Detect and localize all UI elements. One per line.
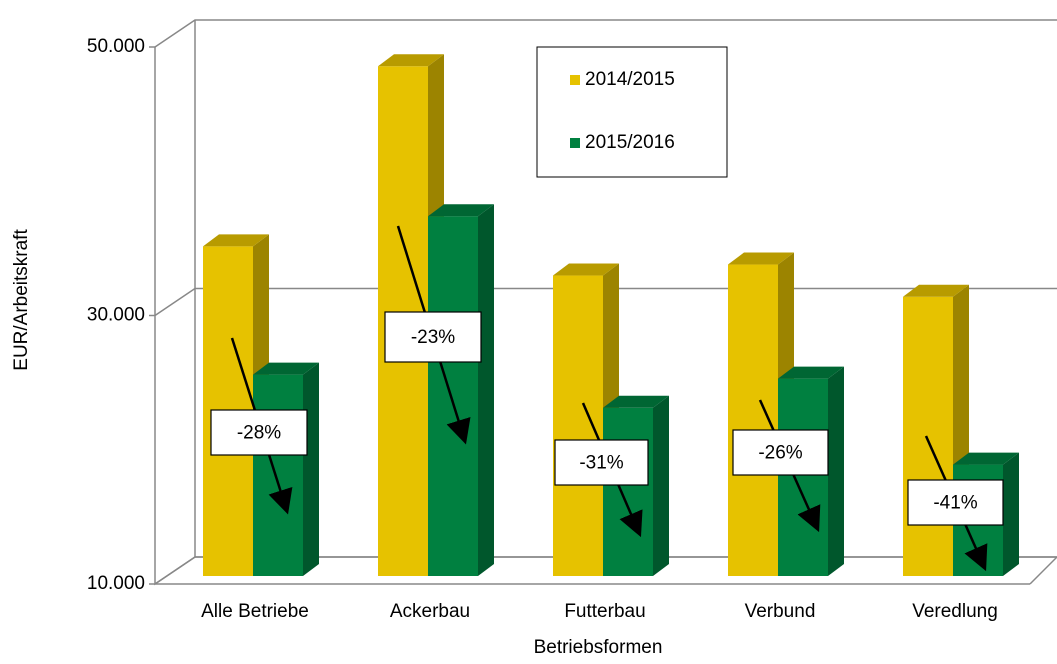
bar-side <box>303 362 319 576</box>
legend-label: 2015/2016 <box>585 132 675 153</box>
legend-swatch <box>570 138 580 148</box>
annotation-box <box>554 439 649 486</box>
bar-front <box>778 378 828 576</box>
x-axis-label: Betriebsformen <box>534 637 663 658</box>
bar-front <box>728 264 778 576</box>
bar <box>778 366 844 576</box>
x-tick-label: Verbund <box>745 601 816 622</box>
bar-top <box>953 452 1019 465</box>
legend-box <box>536 46 728 178</box>
y-tick-label: 30.000 <box>87 305 145 326</box>
annotation-box <box>384 311 482 363</box>
floor-edge <box>1029 556 1057 585</box>
annotation: -41% <box>933 493 977 514</box>
bar-top <box>428 204 494 217</box>
bar-front <box>903 296 953 576</box>
bar-side <box>1003 452 1019 576</box>
bar <box>428 204 494 576</box>
annotation-box <box>732 429 829 476</box>
bar <box>603 395 669 576</box>
x-tick-label: Alle Betriebe <box>201 601 309 622</box>
bar-front <box>253 374 303 576</box>
bar-front <box>428 216 478 576</box>
bar-top <box>553 263 619 276</box>
annotation: -26% <box>758 443 802 464</box>
bar-top <box>378 54 444 67</box>
x-tick-label: Futterbau <box>564 601 645 622</box>
annotation: -23% <box>411 327 455 348</box>
bar-top <box>203 234 269 247</box>
legend-label: 2014/2015 <box>585 69 675 90</box>
bar-top <box>903 284 969 297</box>
bar-top <box>728 252 794 265</box>
annotation-box <box>210 409 308 456</box>
bar-side <box>828 366 844 576</box>
annotation: -31% <box>579 453 623 474</box>
grid-line <box>154 19 1057 48</box>
bar-top <box>603 395 669 408</box>
bar-front <box>553 275 603 576</box>
y-tick-label: 10.000 <box>87 573 145 594</box>
y-tick-label: 50.000 <box>87 36 145 57</box>
bar-front <box>603 407 653 576</box>
x-tick-label: Ackerbau <box>390 601 470 622</box>
bar-top <box>778 366 844 379</box>
legend-swatch <box>570 75 580 85</box>
bar-side <box>478 204 494 576</box>
annotation: -28% <box>237 423 281 444</box>
bar <box>253 362 319 576</box>
left-wall <box>154 47 196 586</box>
bar-side <box>653 395 669 576</box>
bar-top <box>253 362 319 375</box>
x-tick-label: Veredlung <box>912 601 998 622</box>
annotation-box <box>907 479 1004 526</box>
y-axis-label: EUR/Arbeitskraft <box>11 229 32 371</box>
